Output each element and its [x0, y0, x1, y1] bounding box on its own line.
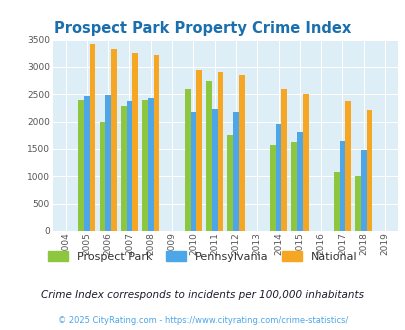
Text: Prospect Park Property Crime Index: Prospect Park Property Crime Index	[54, 21, 351, 36]
Bar	[184, 89, 190, 231]
Bar	[206, 81, 211, 231]
Bar	[275, 124, 281, 231]
Bar	[360, 149, 366, 231]
Bar	[132, 53, 138, 231]
Bar	[302, 94, 308, 231]
Bar	[281, 89, 286, 231]
Bar	[366, 110, 371, 231]
Bar	[232, 112, 238, 231]
Bar	[217, 72, 223, 231]
Bar	[78, 100, 84, 231]
Text: Crime Index corresponds to incidents per 100,000 inhabitants: Crime Index corresponds to incidents per…	[41, 290, 364, 300]
Bar	[153, 55, 159, 231]
Bar	[227, 135, 232, 231]
Bar	[121, 106, 126, 231]
Bar	[84, 96, 90, 231]
Bar	[196, 70, 202, 231]
Bar	[126, 101, 132, 231]
Bar	[99, 122, 105, 231]
Legend: Prospect Park, Pennsylvania, National: Prospect Park, Pennsylvania, National	[44, 247, 361, 267]
Bar	[190, 112, 196, 231]
Bar	[142, 100, 147, 231]
Bar	[211, 109, 217, 231]
Text: © 2025 CityRating.com - https://www.cityrating.com/crime-statistics/: © 2025 CityRating.com - https://www.city…	[58, 315, 347, 325]
Bar	[90, 44, 95, 231]
Bar	[290, 142, 296, 231]
Bar	[333, 172, 339, 231]
Bar	[296, 132, 302, 231]
Bar	[354, 176, 360, 231]
Bar	[339, 141, 345, 231]
Bar	[111, 49, 117, 231]
Bar	[147, 98, 153, 231]
Bar	[105, 95, 111, 231]
Bar	[345, 101, 350, 231]
Bar	[238, 75, 244, 231]
Bar	[269, 145, 275, 231]
